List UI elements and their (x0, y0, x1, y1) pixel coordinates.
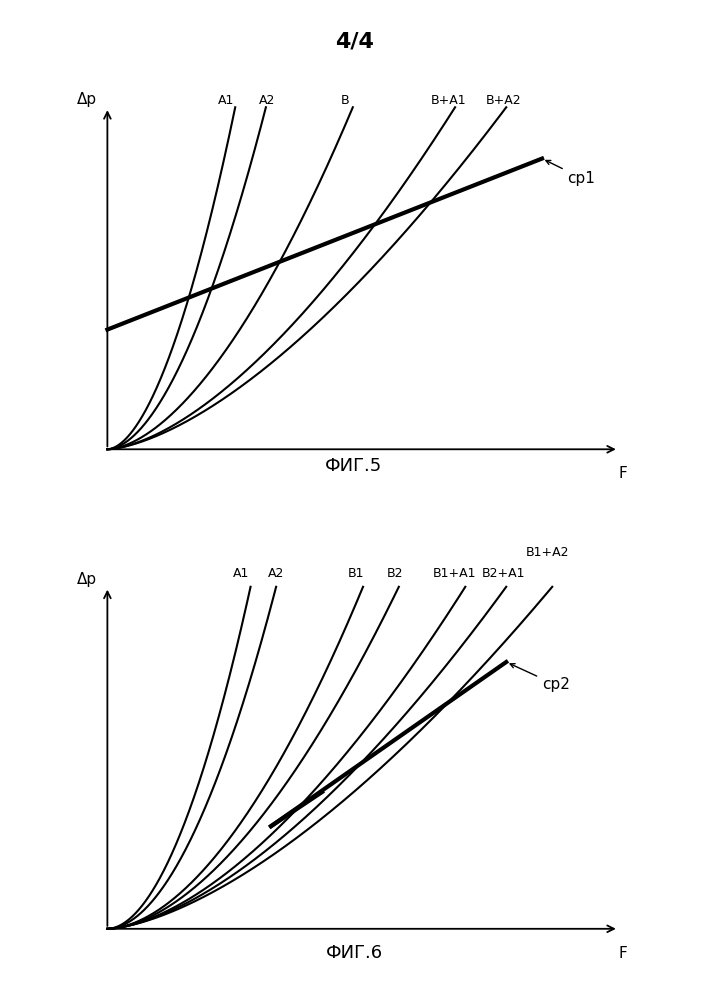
Text: B+A2: B+A2 (486, 94, 521, 107)
Text: Δp: Δp (77, 571, 97, 586)
Text: F: F (619, 467, 627, 482)
Text: B: B (341, 94, 350, 107)
Text: ФИГ.6: ФИГ.6 (326, 944, 382, 962)
Text: F: F (619, 946, 627, 961)
Text: A1: A1 (218, 94, 235, 107)
Text: B2+A1: B2+A1 (481, 567, 525, 580)
Text: ФИГ.5: ФИГ.5 (326, 457, 382, 475)
Text: A2: A2 (268, 567, 285, 580)
Text: cp2: cp2 (510, 663, 570, 692)
Text: B1: B1 (348, 567, 364, 580)
Text: Δp: Δp (77, 92, 97, 107)
Text: B2: B2 (387, 567, 404, 580)
Text: B+A1: B+A1 (431, 94, 467, 107)
Text: 4/4: 4/4 (335, 32, 373, 52)
Text: B1+A2: B1+A2 (526, 546, 570, 559)
Text: cp1: cp1 (546, 161, 595, 186)
Text: B1+A1: B1+A1 (433, 567, 476, 580)
Text: A2: A2 (258, 94, 275, 107)
Text: A1: A1 (234, 567, 250, 580)
